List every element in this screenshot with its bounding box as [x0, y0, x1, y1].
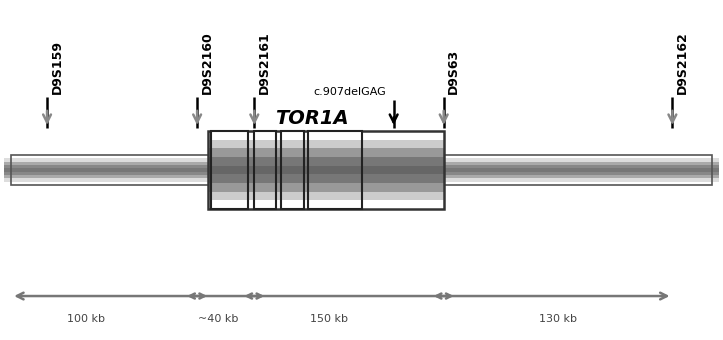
Bar — [308, 131, 362, 209]
Bar — [208, 131, 444, 209]
Bar — [210, 183, 248, 191]
Bar — [12, 162, 711, 165]
Bar — [12, 182, 711, 185]
Bar — [210, 200, 248, 209]
Text: ~40 kb: ~40 kb — [198, 314, 239, 324]
Bar — [712, 178, 721, 182]
Bar — [210, 131, 248, 140]
Bar — [2, 168, 11, 172]
Bar — [712, 168, 721, 172]
Bar — [210, 131, 248, 209]
Bar — [210, 174, 248, 183]
Bar — [254, 191, 276, 200]
Text: 150 kb: 150 kb — [310, 314, 348, 324]
Bar — [208, 174, 444, 183]
Bar — [712, 155, 721, 158]
Bar — [254, 157, 276, 166]
Bar — [208, 200, 444, 209]
Bar — [208, 191, 444, 200]
Bar — [308, 157, 362, 166]
Bar — [2, 182, 11, 185]
Bar — [210, 191, 248, 200]
Bar — [308, 200, 362, 209]
Text: 130 kb: 130 kb — [539, 314, 577, 324]
Bar — [2, 155, 11, 158]
Bar — [210, 149, 248, 157]
Text: D9S2161: D9S2161 — [258, 31, 271, 94]
Bar — [12, 175, 711, 178]
Bar — [281, 149, 304, 157]
Bar — [2, 172, 11, 175]
Bar — [712, 172, 721, 175]
Bar — [12, 178, 711, 182]
Bar — [254, 166, 276, 174]
Bar — [254, 149, 276, 157]
Bar — [254, 131, 276, 209]
Bar — [712, 158, 721, 162]
Bar — [12, 165, 711, 168]
Bar — [254, 183, 276, 191]
Text: D9S63: D9S63 — [448, 49, 461, 94]
Text: 100 kb: 100 kb — [67, 314, 106, 324]
Bar — [12, 155, 711, 158]
Bar — [281, 131, 304, 209]
Bar — [12, 158, 711, 162]
Bar — [2, 175, 11, 178]
Bar — [308, 166, 362, 174]
Bar — [12, 172, 711, 175]
Bar — [308, 140, 362, 149]
Bar — [208, 149, 444, 157]
Bar — [281, 200, 304, 209]
Bar — [712, 175, 721, 178]
Bar — [308, 149, 362, 157]
Bar — [712, 182, 721, 185]
Bar — [281, 157, 304, 166]
Bar — [254, 200, 276, 209]
Bar — [12, 168, 711, 172]
Bar — [308, 191, 362, 200]
Text: TOR1A: TOR1A — [275, 109, 348, 128]
Bar — [208, 157, 444, 166]
Bar — [2, 158, 11, 162]
Bar — [281, 131, 304, 140]
Text: D9S2162: D9S2162 — [676, 31, 689, 94]
Bar — [210, 166, 248, 174]
Bar — [208, 140, 444, 149]
Bar — [281, 166, 304, 174]
Bar — [281, 174, 304, 183]
Text: c.907delGAG: c.907delGAG — [314, 87, 387, 97]
Bar — [210, 140, 248, 149]
Text: D9S159: D9S159 — [51, 40, 64, 94]
Bar — [254, 140, 276, 149]
Bar — [281, 191, 304, 200]
Bar — [254, 131, 276, 140]
Bar — [208, 131, 444, 140]
Bar — [712, 162, 721, 165]
Bar — [308, 183, 362, 191]
Bar — [308, 131, 362, 140]
Bar — [281, 183, 304, 191]
Bar — [208, 183, 444, 191]
Bar — [2, 178, 11, 182]
Bar — [2, 162, 11, 165]
Bar — [712, 165, 721, 168]
Bar — [254, 174, 276, 183]
Bar — [208, 166, 444, 174]
Bar — [2, 165, 11, 168]
Text: D9S2160: D9S2160 — [201, 31, 214, 94]
Bar — [12, 155, 711, 185]
Bar — [308, 174, 362, 183]
Bar — [210, 157, 248, 166]
Bar — [281, 140, 304, 149]
